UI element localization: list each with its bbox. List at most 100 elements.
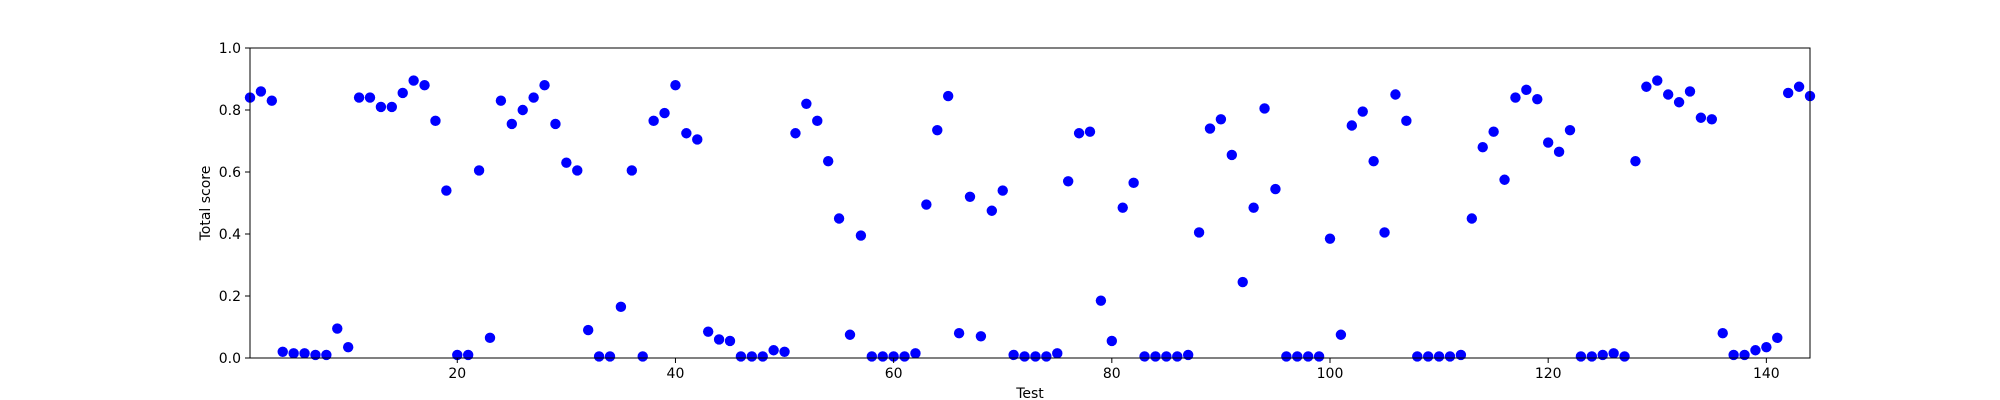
data-point-10: [342, 341, 354, 353]
data-point-82: [1128, 177, 1139, 189]
data-point-74: [1041, 351, 1052, 362]
data-point-56: [844, 329, 856, 340]
data-point-136: [1717, 328, 1728, 339]
data-point-75: [1052, 348, 1063, 359]
data-point-102: [1346, 120, 1358, 131]
data-point-58: [866, 351, 878, 362]
y-tick-label: 0.2: [219, 289, 241, 305]
data-point-94: [1259, 103, 1270, 114]
data-point-2: [255, 86, 267, 97]
data-point-51: [790, 128, 801, 139]
x-tick-label: 80: [1103, 366, 1121, 382]
data-point-80: [1106, 335, 1118, 347]
data-point-109: [1422, 351, 1434, 362]
data-point-33: [593, 351, 605, 362]
data-point-126: [1608, 348, 1619, 359]
x-tick-label: 20: [448, 366, 466, 382]
data-point-52: [801, 98, 812, 110]
data-point-132: [1673, 97, 1685, 108]
data-point-21: [462, 349, 474, 361]
data-point-86: [1172, 351, 1183, 362]
data-point-69: [986, 205, 998, 216]
data-point-27: [528, 92, 539, 103]
data-point-47: [746, 351, 758, 362]
data-point-65: [942, 90, 954, 102]
data-point-100: [1324, 233, 1336, 244]
data-point-107: [1401, 115, 1412, 127]
data-point-68: [975, 331, 987, 342]
data-point-44: [713, 334, 725, 345]
data-point-64: [932, 124, 943, 136]
data-point-116: [1499, 174, 1510, 185]
y-tick-label: 0.8: [219, 103, 241, 119]
data-point-99: [1313, 351, 1325, 362]
x-axis-ticks: 20 40 60 80 100 120 140: [448, 358, 1780, 382]
data-point-66: [953, 328, 965, 339]
data-point-59: [877, 351, 888, 362]
data-point-23: [484, 332, 496, 344]
data-point-62: [910, 348, 921, 359]
data-point-14: [386, 101, 398, 113]
data-point-93: [1248, 202, 1259, 213]
data-point-127: [1619, 351, 1630, 362]
data-point-12: [364, 92, 376, 103]
data-point-34: [604, 351, 616, 362]
data-point-76: [1062, 176, 1074, 187]
data-point-7: [310, 349, 321, 361]
x-axis-label: Test: [1015, 386, 1044, 400]
data-point-81: [1117, 202, 1128, 213]
data-point-122: [1564, 124, 1576, 136]
data-point-96: [1281, 351, 1292, 362]
data-point-138: [1739, 349, 1750, 361]
data-point-124: [1586, 351, 1598, 362]
data-point-32: [582, 324, 594, 336]
data-point-18: [430, 115, 441, 127]
data-point-90: [1215, 114, 1227, 125]
data-point-28: [539, 80, 550, 91]
data-point-30: [561, 157, 572, 168]
plot-area-frame: [249, 47, 1811, 359]
data-point-70: [997, 185, 1008, 196]
data-point-72: [1019, 351, 1030, 362]
data-point-105: [1379, 227, 1390, 238]
data-point-121: [1553, 146, 1565, 158]
data-point-67: [964, 191, 976, 202]
data-point-46: [735, 351, 747, 362]
data-point-134: [1695, 112, 1707, 123]
x-tick-label: 140: [1753, 366, 1780, 382]
data-point-11: [353, 92, 365, 103]
y-axis-label: Total score: [198, 166, 214, 242]
x-tick-label: 120: [1535, 366, 1562, 382]
data-point-50: [779, 346, 790, 357]
data-point-106: [1390, 89, 1401, 100]
data-point-39: [659, 107, 670, 119]
data-point-84: [1150, 351, 1161, 362]
data-point-141: [1772, 332, 1783, 344]
data-point-53: [812, 115, 823, 127]
data-point-6: [299, 348, 310, 359]
data-point-15: [397, 87, 408, 99]
data-point-24: [495, 95, 507, 106]
data-point-20: [452, 349, 463, 361]
data-point-38: [648, 115, 659, 127]
data-point-55: [833, 213, 845, 224]
data-point-133: [1684, 86, 1696, 97]
data-point-83: [1139, 351, 1150, 362]
data-points: [244, 75, 1816, 362]
data-point-36: [626, 165, 638, 176]
data-point-49: [768, 345, 779, 356]
data-point-43: [702, 326, 714, 337]
data-point-13: [375, 101, 387, 113]
data-point-130: [1652, 75, 1663, 86]
data-point-54: [822, 155, 834, 167]
data-point-16: [408, 75, 419, 86]
data-point-78: [1084, 126, 1096, 137]
data-point-125: [1597, 349, 1608, 361]
data-point-41: [681, 128, 692, 139]
y-tick-label: 0.4: [219, 227, 241, 243]
data-point-31: [572, 165, 583, 176]
y-tick-label: 0.0: [219, 351, 241, 367]
x-tick-label: 100: [1317, 366, 1344, 382]
data-point-9: [332, 323, 343, 334]
data-point-143: [1793, 81, 1805, 92]
